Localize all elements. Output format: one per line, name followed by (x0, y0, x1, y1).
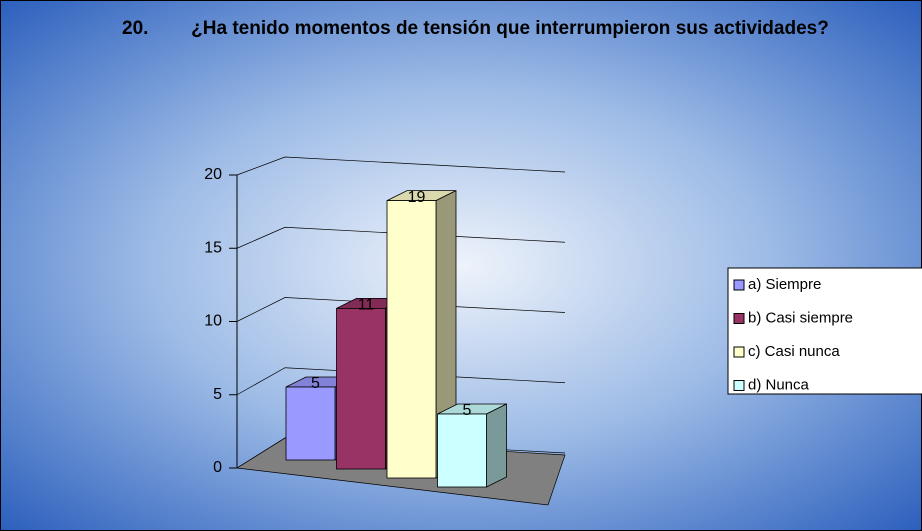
grid-line (236, 156, 566, 176)
bar (336, 307, 386, 470)
legend-swatch (733, 279, 745, 291)
legend-label: d) Nunca (748, 376, 810, 393)
legend-swatch (733, 380, 745, 391)
bar (285, 386, 336, 461)
y-tick-label: 20 (204, 166, 222, 183)
y-tick-label: 15 (204, 239, 222, 256)
title-number: 20. (122, 18, 149, 39)
grid-line (236, 367, 566, 396)
bar (386, 200, 437, 479)
data-label: 5 (311, 375, 320, 392)
legend-label: a) Siempre (748, 276, 821, 293)
data-label: 11 (358, 297, 375, 314)
grid-line (236, 226, 566, 249)
legend-label: b) Casi siempre (748, 309, 853, 326)
grid-line (236, 297, 566, 322)
y-tick-label: 10 (204, 313, 222, 330)
data-label: 19 (408, 189, 426, 206)
bar (437, 413, 487, 488)
legend-swatch (733, 346, 745, 358)
chart-title: ¿Ha tenido momentos de tensión que inter… (191, 18, 829, 39)
y-tick-label: 5 (213, 386, 222, 403)
y-tick-label: 0 (213, 459, 222, 476)
data-label: 5 (463, 402, 472, 419)
bar-side (486, 403, 507, 488)
legend-swatch (733, 313, 745, 324)
legend-label: c) Casi nunca (748, 343, 840, 360)
legend (727, 267, 922, 395)
